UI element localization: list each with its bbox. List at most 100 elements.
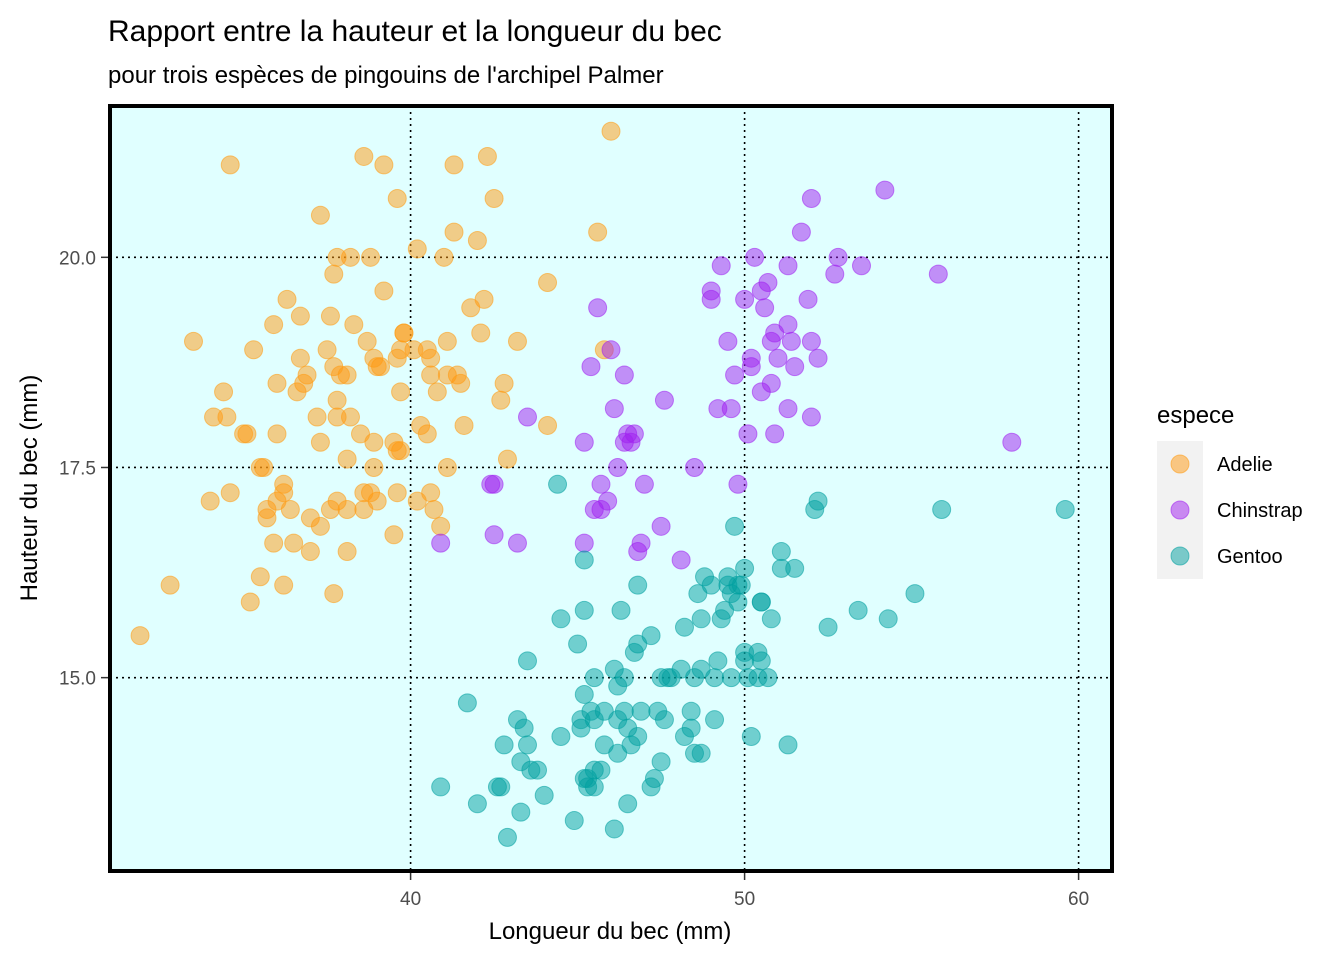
point-adelie [160, 575, 180, 595]
point-gentoo [681, 718, 701, 738]
point-gentoo [431, 777, 451, 797]
point-gentoo [574, 550, 594, 570]
point-adelie [337, 449, 357, 469]
point-adelie [310, 516, 330, 536]
point-chinstrap [631, 533, 651, 553]
point-chinstrap [608, 457, 628, 477]
point-chinstrap [798, 289, 818, 309]
point-adelie [237, 424, 257, 444]
point-gentoo [551, 609, 571, 629]
point-chinstrap [507, 533, 527, 553]
point-gentoo [1055, 500, 1075, 520]
x-tick-label: 60 [1068, 889, 1089, 910]
legend-label-adelie: Adelie [1217, 454, 1273, 476]
legend-key-adelie [1170, 454, 1190, 474]
point-gentoo [808, 491, 828, 511]
point-chinstrap [828, 247, 848, 267]
point-gentoo [728, 592, 748, 612]
point-adelie [200, 491, 220, 511]
point-adelie [290, 348, 310, 368]
point-gentoo [785, 558, 805, 578]
point-chinstrap [654, 390, 674, 410]
point-chinstrap [591, 474, 611, 494]
point-gentoo [518, 651, 537, 671]
point-gentoo [604, 819, 624, 839]
point-gentoo [518, 735, 537, 755]
point-adelie [454, 415, 474, 435]
point-adelie [244, 340, 264, 360]
point-gentoo [467, 794, 487, 814]
point-gentoo [735, 558, 755, 578]
legend-label-chinstrap: Chinstrap [1217, 500, 1303, 522]
point-gentoo [491, 777, 511, 797]
point-adelie [434, 247, 454, 267]
point-gentoo [497, 827, 517, 847]
point-adelie [507, 331, 527, 351]
point-gentoo [651, 752, 671, 772]
legend: espece Adelie Chinstrap Gentoo [1157, 402, 1303, 579]
point-gentoo [741, 726, 761, 746]
point-gentoo [708, 651, 728, 671]
point-chinstrap [574, 432, 594, 452]
point-chinstrap [574, 533, 594, 553]
point-gentoo [574, 684, 594, 704]
point-gentoo [818, 617, 838, 637]
point-adelie [477, 146, 497, 166]
point-gentoo [701, 575, 721, 595]
point-gentoo [654, 710, 674, 730]
point-chinstrap [634, 474, 654, 494]
grid-lines [110, 106, 1112, 871]
point-adelie [354, 146, 374, 166]
point-adelie [431, 516, 451, 536]
point-adelie [310, 205, 330, 225]
point-adelie [184, 331, 203, 351]
point-adelie [364, 432, 384, 452]
point-adelie [277, 289, 297, 309]
point-gentoo [528, 760, 548, 780]
point-chinstrap [701, 281, 721, 301]
point-adelie [267, 424, 287, 444]
point-gentoo [564, 811, 584, 831]
point-chinstrap [725, 365, 745, 385]
point-adelie [407, 239, 427, 259]
point-adelie [367, 491, 387, 511]
point-gentoo [905, 584, 925, 604]
point-adelie [391, 382, 411, 402]
point-gentoo [574, 600, 594, 620]
point-gentoo [725, 516, 745, 536]
chart-title: Rapport entre la hauteur et la longueur … [108, 15, 722, 48]
point-gentoo [584, 777, 604, 797]
point-adelie [240, 592, 260, 612]
point-adelie [274, 575, 294, 595]
point-gentoo [771, 542, 791, 562]
point-gentoo [691, 609, 711, 629]
point-adelie [264, 315, 284, 335]
point-adelie [538, 273, 558, 293]
point-gentoo [758, 668, 778, 688]
point-chinstrap [651, 516, 671, 536]
x-tick-label: 40 [400, 889, 421, 910]
point-adelie [474, 289, 494, 309]
point-adelie [374, 281, 394, 301]
point-adelie [324, 264, 344, 284]
point-adelie [427, 382, 447, 402]
point-gentoo [631, 701, 651, 721]
point-chinstrap [604, 399, 624, 419]
point-chinstrap [745, 247, 765, 267]
point-gentoo [731, 575, 751, 595]
point-gentoo [548, 474, 568, 494]
point-adelie [371, 357, 391, 377]
point-chinstrap [601, 340, 621, 360]
point-chinstrap [484, 525, 504, 545]
point-chinstrap [758, 273, 778, 293]
point-adelie [588, 222, 608, 242]
point-chinstrap [484, 474, 504, 494]
point-adelie [421, 365, 441, 385]
point-adelie [340, 407, 360, 427]
point-gentoo [584, 668, 604, 688]
point-adelie [387, 483, 407, 503]
point-chinstrap [1002, 432, 1022, 452]
point-chinstrap [801, 188, 821, 208]
point-chinstrap [778, 315, 798, 335]
x-axis-title: Longueur du bec (mm) [489, 918, 732, 945]
